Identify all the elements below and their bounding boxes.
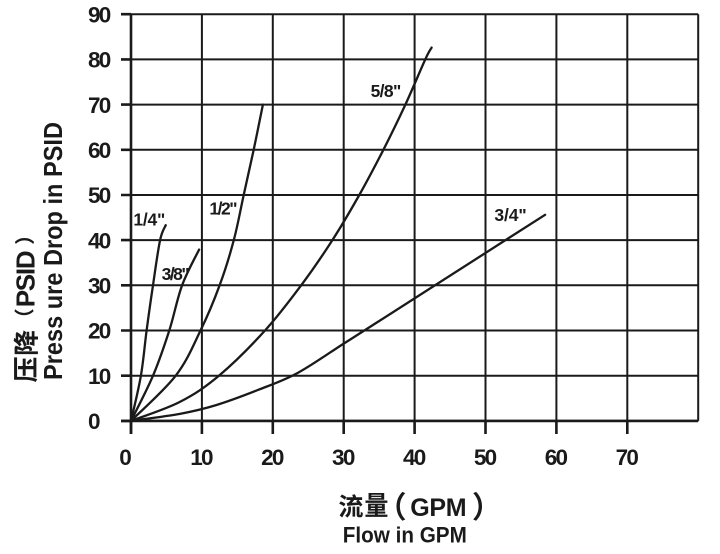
svg-text:40: 40: [88, 228, 111, 253]
svg-text:50: 50: [474, 445, 497, 470]
svg-text:1/2": 1/2": [209, 198, 237, 218]
svg-text:0: 0: [88, 409, 101, 434]
svg-text:0: 0: [119, 445, 132, 470]
svg-text:5/8": 5/8": [371, 81, 402, 101]
svg-text:60: 60: [88, 138, 111, 163]
svg-text:3/4": 3/4": [494, 205, 526, 225]
svg-text:20: 20: [261, 445, 284, 470]
svg-text:10: 10: [190, 445, 213, 470]
svg-text:80: 80: [88, 48, 111, 73]
svg-text:30: 30: [88, 274, 111, 299]
svg-text:3/8": 3/8": [162, 264, 190, 284]
svg-text:60: 60: [545, 445, 568, 470]
svg-text:Press ure Drop in PSID: Press ure Drop in PSID: [38, 122, 68, 380]
svg-text:50: 50: [88, 183, 111, 208]
svg-text:20: 20: [88, 319, 111, 344]
svg-text:1/4": 1/4": [133, 210, 165, 230]
svg-text:30: 30: [332, 445, 355, 470]
svg-text:90: 90: [88, 2, 111, 27]
svg-text:40: 40: [403, 445, 426, 470]
svg-text:GPM: GPM: [410, 494, 466, 522]
svg-text:70: 70: [88, 93, 111, 118]
svg-text:Flow in GPM: Flow in GPM: [343, 523, 467, 548]
svg-text:70: 70: [616, 445, 639, 470]
svg-text:PSID: PSID: [11, 250, 41, 307]
svg-text:10: 10: [88, 364, 111, 389]
